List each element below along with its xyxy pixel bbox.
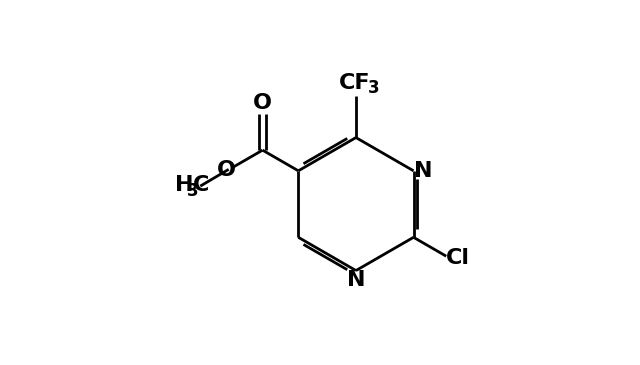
Text: N: N — [347, 270, 365, 290]
Text: O: O — [217, 160, 236, 180]
Text: Cl: Cl — [445, 248, 470, 268]
Text: C: C — [193, 175, 209, 195]
Text: H: H — [175, 175, 193, 195]
Text: N: N — [413, 161, 432, 181]
Text: CF: CF — [339, 73, 370, 93]
Text: O: O — [253, 93, 272, 113]
Text: 3: 3 — [188, 182, 199, 200]
Text: 3: 3 — [367, 79, 379, 97]
